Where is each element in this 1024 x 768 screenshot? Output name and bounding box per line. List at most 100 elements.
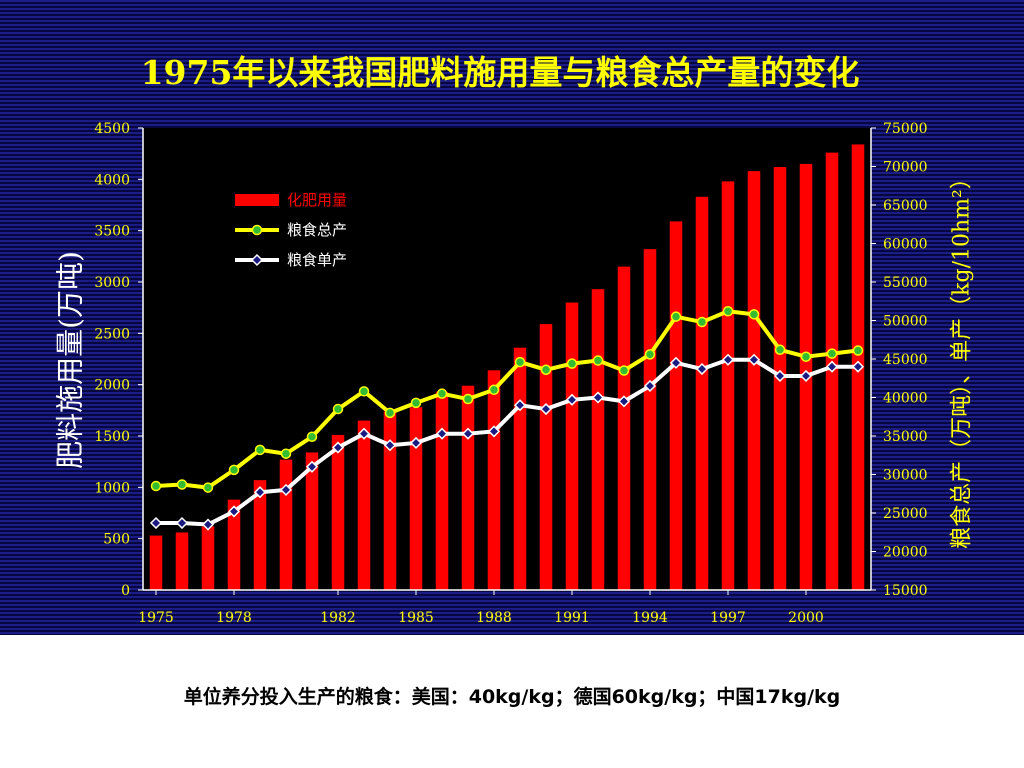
bar-1976	[175, 532, 189, 590]
grain-total-point-1977	[202, 482, 214, 493]
grain-total-point-1989	[514, 356, 526, 368]
bar-1995	[669, 221, 683, 590]
y-tick-label-left-1000: 1000	[94, 480, 130, 496]
y-tick-label-left-2500: 2500	[94, 326, 130, 342]
grain-total-point-1986	[436, 388, 448, 399]
grain-total-point-1998	[748, 309, 760, 320]
grain-yield-point-1976	[175, 516, 189, 530]
y-tick-label-right-15000: 15000	[883, 583, 928, 599]
grain-yield-point-1994	[643, 379, 657, 393]
bar-1983	[357, 420, 371, 590]
grain-yield-point-1980	[279, 483, 293, 496]
grain-yield-point-1984	[383, 439, 397, 452]
grain-yield-point-1992	[591, 391, 605, 404]
x-tick-label-1978: 1978	[216, 610, 252, 626]
grain-yield-point-1978	[227, 505, 241, 518]
grain-yield-point-2002	[851, 360, 865, 373]
x-tick-label-1988: 1988	[476, 610, 512, 626]
grain-total-point-1983	[358, 386, 370, 397]
grain-yield-point-1993	[617, 395, 631, 408]
grain-yield-point-2000	[799, 369, 813, 383]
footnote-caption: 单位养分投入生产的粮食：美国：40kg/kg；德国60kg/kg；中国17kg/…	[183, 686, 841, 708]
bar-1988	[487, 370, 501, 590]
line-series-grain-total	[150, 306, 864, 493]
y-tick-label-left-2000: 2000	[94, 378, 130, 394]
grain-yield-point-1975	[149, 516, 163, 530]
slide-title: 1975年以来我国肥料施用量与粮食总产量的变化	[140, 53, 860, 92]
y-tick-label-right-45000: 45000	[883, 352, 928, 368]
grain-yield-point-1998	[747, 353, 761, 366]
y-tick-label-left-500: 500	[103, 532, 130, 548]
grain-yield-point-2001	[825, 360, 839, 373]
y-tick-label-right-50000: 50000	[883, 314, 928, 330]
bar-1997	[721, 181, 735, 591]
x-tick-label-1991: 1991	[554, 610, 590, 626]
legend-label-grain-total: 粮食总产	[287, 221, 347, 239]
axes: 0 500 1000 1500 2000 2500 3000 3500 4000 4500 1500…	[94, 121, 927, 626]
legend-marker-grain-total	[251, 224, 263, 236]
x-tick-label-1997: 1997	[710, 610, 746, 626]
grain-total-point-1981	[306, 431, 318, 443]
bar-1994	[643, 249, 657, 590]
grain-total-point-1984	[384, 407, 396, 419]
bar-1989	[513, 347, 527, 590]
legend-label-fertilizer: 化肥用量	[287, 191, 347, 209]
grain-total-point-1997	[722, 306, 734, 317]
y-tick-label-left-1500: 1500	[94, 429, 130, 445]
grain-yield-point-1985	[409, 436, 423, 449]
grain-yield-point-1977	[201, 518, 215, 531]
grain-total-point-1980	[280, 448, 292, 459]
legend-swatch-fertilizer	[235, 194, 279, 206]
grain-total-point-1993	[618, 365, 630, 376]
grain-yield-point-1987	[461, 427, 475, 440]
x-tick-label-1982: 1982	[320, 610, 356, 626]
bar-1993	[617, 266, 631, 590]
grain-total-line	[155, 309, 859, 490]
y-axis-label-left: 肥料施用量(万吨)	[54, 251, 87, 469]
grain-yield-point-1986	[435, 427, 449, 440]
x-tick-label-1975: 1975	[138, 610, 174, 626]
bar-1984	[383, 411, 397, 590]
grain-total-point-1988	[488, 384, 500, 396]
bar-1992	[591, 289, 605, 590]
grain-total-point-1994	[644, 349, 656, 360]
grain-total-point-1999	[774, 344, 786, 356]
grain-total-point-1979	[254, 444, 266, 456]
bar-1996	[695, 196, 709, 590]
x-tick-label-1985: 1985	[398, 610, 434, 626]
grain-yield-point-1991	[565, 393, 579, 406]
bar-1980	[279, 459, 293, 590]
grain-total-point-1992	[592, 355, 604, 366]
grain-total-point-1985	[410, 397, 422, 409]
y-tick-label-right-75000: 75000	[883, 121, 928, 137]
bar-1982	[331, 434, 345, 590]
chart: 0 500 1000 1500 2000 2500 3000 3500 4000 4500 1500…	[54, 121, 975, 626]
y-tick-label-left-3500: 3500	[94, 224, 130, 240]
grain-total-point-1978	[228, 464, 240, 476]
grain-total-point-1991	[566, 358, 578, 369]
grain-total-point-1976	[176, 479, 188, 490]
y-tick-label-right-60000: 60000	[883, 237, 928, 253]
grain-yield-line	[156, 357, 858, 527]
y-tick-label-left-4000: 4000	[94, 172, 130, 188]
grain-total-point-1982	[332, 403, 344, 415]
grain-total-point-1987	[462, 393, 474, 405]
grain-total-point-1995	[670, 311, 682, 322]
y-tick-label-right-25000: 25000	[883, 506, 928, 522]
bar-1981	[305, 452, 319, 590]
line-series-group	[149, 306, 865, 531]
bar-1986	[435, 391, 449, 590]
bar-1985	[409, 407, 423, 590]
bar-1998	[747, 171, 761, 590]
bar-1978	[227, 499, 241, 590]
line-series-grain-yield	[149, 353, 865, 531]
grain-yield-point-1997	[721, 353, 735, 366]
grain-yield-point-1982	[331, 441, 345, 454]
grain-total-point-1996	[696, 316, 708, 328]
y-tick-label-right-20000: 20000	[883, 545, 928, 561]
legend-label-grain-yield: 粮食单产	[287, 251, 347, 269]
bar-1990	[539, 324, 553, 590]
y-tick-label-left-0: 0	[121, 583, 130, 599]
grain-yield-point-1983	[357, 427, 371, 440]
grain-yield-point-1989	[513, 399, 527, 412]
